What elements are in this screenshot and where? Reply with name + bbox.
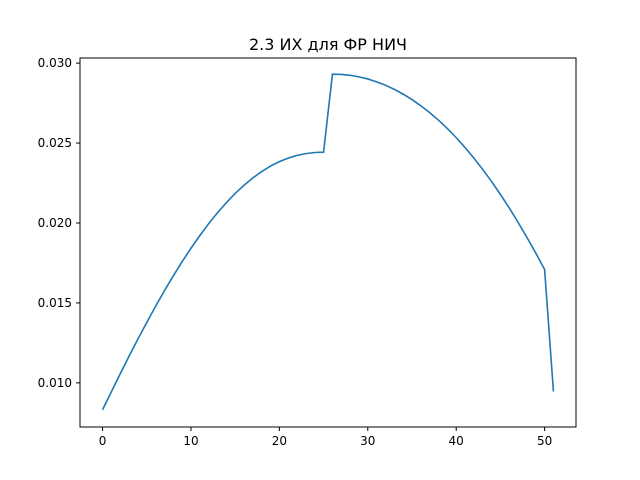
x-tick-label: 30 [360,434,375,448]
x-tick-label: 40 [449,434,464,448]
y-tick-label: 0.030 [38,56,72,70]
plot-area [101,73,555,411]
chart-title: 2.3 ИХ для ФР НИЧ [249,35,407,54]
y-axis: 0.010 0.015 0.020 0.025 0.030 [38,56,80,390]
y-tick-label: 0.025 [38,136,72,150]
axes-frame [79,57,577,428]
series-line-0 [101,73,555,411]
x-tick-label: 0 [99,434,107,448]
x-tick-label: 20 [272,434,287,448]
x-tick-label: 10 [183,434,198,448]
y-tick-label: 0.020 [38,216,72,230]
x-axis: 0 10 20 30 40 50 [99,427,552,448]
y-tick-label: 0.015 [38,296,72,310]
y-tick-label: 0.010 [38,376,72,390]
x-tick-label: 50 [537,434,552,448]
